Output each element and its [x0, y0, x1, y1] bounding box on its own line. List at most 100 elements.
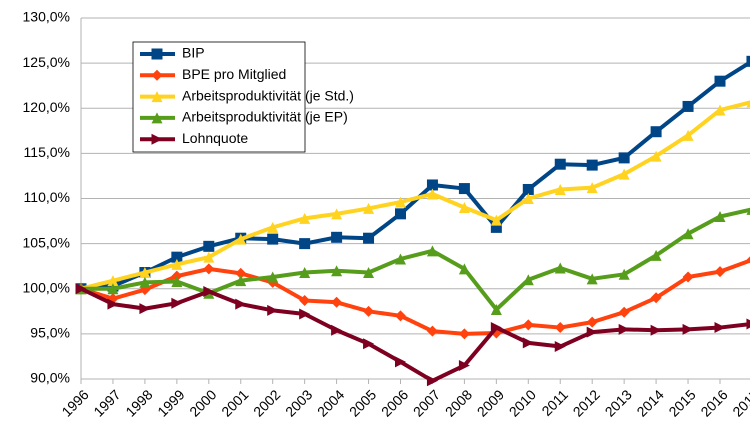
marker	[426, 179, 438, 191]
marker	[107, 283, 119, 295]
marker	[650, 324, 662, 336]
marker	[554, 183, 566, 195]
marker	[522, 319, 534, 331]
marker	[650, 150, 662, 162]
x-tick-label: 2012	[570, 386, 603, 419]
y-tick-label: 100,0%	[23, 279, 70, 295]
marker	[331, 324, 343, 336]
marker	[490, 322, 502, 334]
series-line	[81, 207, 750, 312]
legend-label: BPE pro Mitglied	[182, 66, 286, 82]
x-tick-label: 2009	[474, 386, 507, 419]
x-tick-label: 2004	[314, 386, 347, 419]
marker	[395, 253, 406, 265]
x-tick-label: 2008	[442, 386, 475, 419]
marker	[682, 228, 694, 240]
marker	[395, 196, 406, 208]
marker	[395, 208, 406, 220]
marker	[586, 182, 598, 194]
marker	[618, 152, 630, 164]
marker	[426, 325, 438, 337]
marker	[151, 112, 163, 124]
series-line	[80, 258, 750, 336]
marker	[522, 193, 534, 204]
marker	[458, 183, 470, 195]
marker	[522, 337, 534, 349]
marker	[139, 303, 151, 315]
marker	[426, 245, 438, 257]
marker	[714, 322, 726, 334]
marker	[522, 274, 534, 286]
x-tick-label: 2016	[697, 386, 730, 419]
marker	[490, 214, 502, 226]
marker	[331, 265, 343, 277]
marker	[426, 188, 438, 200]
marker	[458, 263, 470, 275]
marker	[522, 183, 534, 195]
marker	[151, 48, 163, 60]
marker	[363, 267, 375, 279]
marker	[267, 221, 279, 233]
series-line	[80, 100, 750, 291]
marker	[682, 271, 694, 283]
marker	[554, 262, 566, 274]
x-tick-label: 2013	[602, 386, 635, 419]
x-tick-label: 2014	[633, 386, 666, 419]
marker	[618, 268, 630, 280]
marker	[650, 126, 662, 138]
marker	[618, 323, 630, 335]
marker	[139, 276, 151, 288]
marker	[203, 285, 215, 297]
marker	[714, 211, 726, 223]
y-tick-label: 90,0%	[30, 370, 70, 386]
marker	[714, 266, 726, 278]
marker	[235, 298, 247, 310]
marker	[299, 294, 311, 306]
marker	[650, 249, 662, 261]
legend-label: Lohnquote	[182, 130, 248, 146]
marker	[171, 276, 183, 288]
marker	[746, 55, 750, 67]
marker	[151, 133, 163, 145]
marker	[746, 100, 750, 108]
marker	[618, 168, 630, 180]
y-tick-label: 95,0%	[30, 325, 70, 341]
marker	[395, 356, 406, 368]
marker	[171, 258, 183, 270]
marker	[650, 292, 662, 304]
marker	[299, 308, 311, 320]
marker	[107, 298, 119, 310]
marker	[299, 238, 311, 250]
y-tick-label: 120,0%	[23, 99, 70, 115]
marker	[139, 267, 151, 279]
marker	[714, 75, 726, 87]
y-tick-label: 115,0%	[24, 144, 70, 160]
marker	[235, 275, 247, 287]
marker	[363, 232, 375, 244]
marker	[554, 322, 566, 334]
marker	[235, 267, 247, 279]
marker	[203, 263, 215, 275]
marker	[363, 338, 375, 350]
marker	[490, 304, 502, 316]
x-tick-label: 2006	[378, 386, 411, 419]
marker	[586, 326, 598, 338]
marker	[554, 341, 566, 353]
marker	[554, 158, 566, 170]
marker	[586, 273, 598, 285]
marker	[426, 375, 438, 387]
x-tick-label: 2002	[250, 386, 283, 419]
y-tick-label: 110,0%	[24, 189, 70, 205]
marker	[331, 208, 343, 220]
marker	[458, 359, 470, 371]
marker	[682, 323, 694, 335]
marker	[746, 207, 750, 215]
marker	[458, 202, 470, 214]
marker	[682, 100, 694, 112]
marker	[203, 251, 215, 263]
y-tick-label: 125,0%	[23, 54, 70, 70]
y-tick-label: 130,0%	[23, 9, 70, 25]
marker	[203, 240, 215, 252]
marker	[586, 316, 598, 328]
